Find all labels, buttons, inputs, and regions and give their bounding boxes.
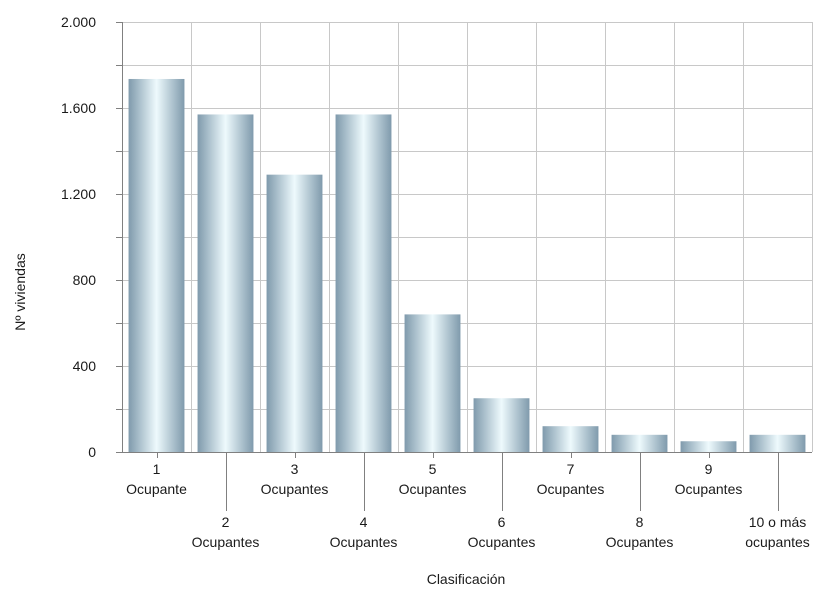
x-category-label: 7 [567,461,575,477]
x-category-label: Ocupantes [675,481,743,497]
y-tick-label: 0 [88,444,96,460]
x-category-label: Ocupante [126,481,187,497]
bar [680,441,737,452]
x-category-label: Ocupantes [330,534,398,550]
x-category-label: 8 [636,514,644,530]
x-category-label: ocupantes [745,534,810,550]
x-axis-title: Clasificación [427,571,506,587]
y-tick-label: 2.000 [61,14,96,30]
x-category-label: 9 [705,461,713,477]
bar [749,434,806,452]
x-category-label: 10 o más [749,514,807,530]
y-tick-label: 1.200 [61,186,96,202]
x-category-label: Ocupantes [192,534,260,550]
x-category-label: Ocupantes [606,534,674,550]
x-category-label: Ocupantes [261,481,329,497]
x-category-label: 6 [498,514,506,530]
y-axis-title: Nº viviendas [12,253,28,330]
x-category-label: 2 [222,514,230,530]
axes [116,22,779,511]
x-category-label: 3 [291,461,299,477]
y-tick-label: 1.600 [61,100,96,116]
x-category-label: 1 [153,461,161,477]
bars [128,78,806,452]
bar [473,398,530,452]
bar [335,114,392,452]
x-category-label: Ocupantes [399,481,467,497]
x-category-label: 4 [360,514,368,530]
bar [128,78,185,452]
bar [542,426,599,452]
y-tick-label: 800 [73,272,97,288]
labels: 0 400 800 1.200 1.600 2.000 1 Ocupante 2 Ocupante… [61,14,810,550]
bar [404,314,461,452]
x-category-label: Ocupantes [537,481,605,497]
bar [266,174,323,452]
x-category-label: 5 [429,461,437,477]
bar [197,114,254,452]
x-category-label: Ocupantes [468,534,536,550]
y-tick-label: 400 [73,358,97,374]
bar [611,434,668,452]
